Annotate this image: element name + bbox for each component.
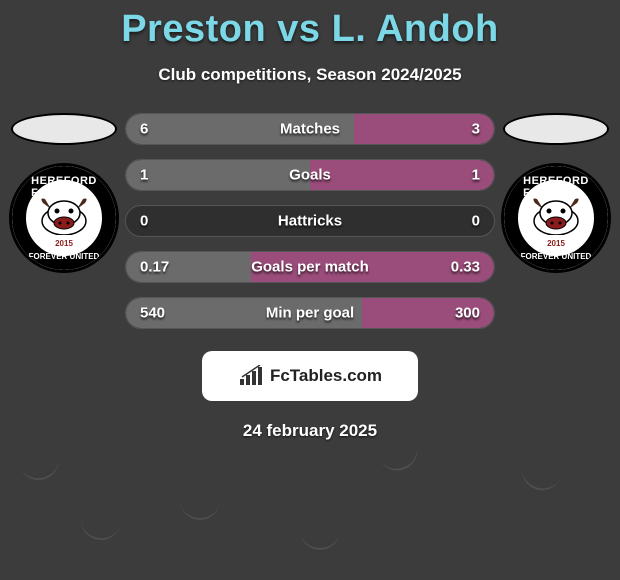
badge-bottom-text: FOREVER UNITED: [29, 252, 100, 261]
bar-right: [310, 160, 494, 190]
stat-left-value: 0: [140, 213, 148, 230]
bar-left: [126, 160, 310, 190]
left-side: HEREFORD FC 2015 FOREVER UNITED: [9, 113, 119, 273]
stats-column: 6 Matches 3 1 Goals 1 0 Hattricks 0 0.17…: [125, 113, 495, 329]
stat-label: Min per goal: [266, 305, 354, 322]
content-area: HEREFORD FC 2015 FOREVER UNITED 6 Matche…: [0, 113, 620, 329]
scribble-decoration: [79, 513, 122, 542]
bull-icon: [35, 193, 93, 235]
stat-left-value: 540: [140, 305, 165, 322]
fctables-logo: FcTables.com: [202, 351, 418, 401]
scribble-decoration: [518, 461, 563, 495]
badge-bottom-text: FOREVER UNITED: [521, 252, 592, 261]
subtitle: Club competitions, Season 2024/2025: [0, 65, 620, 85]
stat-left-value: 0.17: [140, 259, 169, 276]
stat-right-value: 0: [472, 213, 480, 230]
date-text: 24 february 2025: [0, 421, 620, 441]
badge-year: 2015: [55, 239, 73, 248]
stat-label: Goals: [289, 167, 331, 184]
scribble-decoration: [377, 440, 423, 476]
right-side: HEREFORD FC 2015 FOREVER UNITED: [501, 113, 611, 273]
stat-row-matches: 6 Matches 3: [125, 113, 495, 145]
stat-left-value: 6: [140, 121, 148, 138]
stat-right-value: 300: [455, 305, 480, 322]
left-ellipse: [11, 113, 117, 145]
badge-year: 2015: [547, 239, 565, 248]
stat-label: Goals per match: [251, 259, 369, 276]
left-team-badge: HEREFORD FC 2015 FOREVER UNITED: [9, 163, 119, 273]
scribble-decoration: [18, 453, 62, 484]
stat-right-value: 1: [472, 167, 480, 184]
scribble-decoration: [180, 496, 220, 520]
stat-right-value: 0.33: [451, 259, 480, 276]
stat-right-value: 3: [472, 121, 480, 138]
stat-left-value: 1: [140, 167, 148, 184]
stat-row-mpg: 540 Min per goal 300: [125, 297, 495, 329]
chart-icon: [238, 365, 264, 387]
stat-label: Matches: [280, 121, 340, 138]
stat-label: Hattricks: [278, 213, 342, 230]
logo-text: FcTables.com: [270, 366, 382, 386]
bull-icon: [527, 193, 585, 235]
right-ellipse: [503, 113, 609, 145]
stat-row-gpm: 0.17 Goals per match 0.33: [125, 251, 495, 283]
page-title: Preston vs L. Andoh: [0, 0, 620, 51]
right-team-badge: HEREFORD FC 2015 FOREVER UNITED: [501, 163, 611, 273]
scribble-decoration: [300, 526, 340, 550]
stat-row-hattricks: 0 Hattricks 0: [125, 205, 495, 237]
stat-row-goals: 1 Goals 1: [125, 159, 495, 191]
